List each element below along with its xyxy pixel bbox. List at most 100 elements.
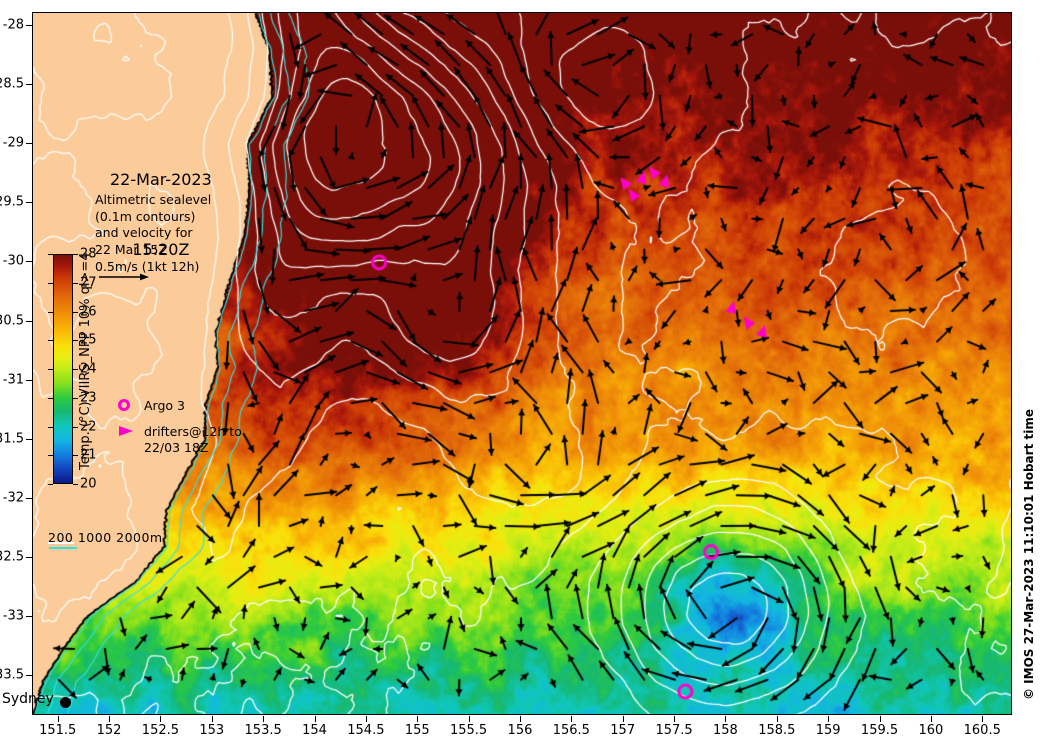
colorbar-tick-label: 24: [80, 361, 97, 377]
x-tick: [519, 716, 521, 722]
colorbar-tick-label: 21: [80, 447, 97, 463]
x-tick: [571, 716, 573, 722]
drifter-legend-label: drifters@12h to 22/03 18Z: [144, 424, 242, 455]
y-tick: [26, 616, 32, 618]
y-tick: [26, 84, 32, 86]
y-tick-label: -33.5: [0, 667, 24, 683]
colorbar-tick: [48, 254, 53, 255]
sydney-city-label: Sydney: [2, 691, 54, 707]
time-label: 15:20Z: [132, 239, 190, 259]
colorbar-tick-label: 28: [80, 246, 97, 262]
bathymetry-line-200-swatch: [49, 547, 77, 549]
x-tick: [211, 716, 213, 722]
x-tick-label: 153: [199, 723, 225, 738]
colorbar-tick-label: 20: [80, 476, 97, 492]
y-tick: [26, 320, 32, 322]
x-tick: [725, 716, 727, 722]
y-tick-label: -32: [2, 490, 24, 506]
velocity-scale-arrow-icon: [99, 273, 149, 281]
colorbar-tick: [73, 311, 78, 313]
colorbar-gradient: [54, 255, 72, 483]
x-tick-label: 152: [96, 723, 122, 738]
x-tick: [468, 716, 470, 722]
copyright-credit: © IMOS 27-Mar-2023 11:10:01 Hobart time: [1022, 409, 1036, 700]
x-tick-label: 159: [815, 723, 841, 738]
temperature-colorbar: [53, 254, 73, 484]
legend-row-drifters: drifters@12h to 22/03 18Z: [118, 424, 242, 456]
x-tick: [109, 716, 111, 722]
y-tick-label: -33: [2, 608, 24, 624]
x-tick: [982, 716, 984, 722]
y-tick-label: -28.5: [0, 76, 24, 92]
x-tick: [930, 716, 932, 722]
x-tick: [160, 716, 162, 722]
x-tick-label: 154.5: [347, 723, 385, 738]
date-time-stamp: 22-Mar-2023 15:20Z: [110, 122, 212, 308]
bathymetry-legend-label: 200 1000 2000m: [48, 530, 163, 545]
colorbar-tick: [48, 311, 53, 313]
x-tick-label: 152.5: [141, 723, 180, 738]
x-tick-label: 157.5: [655, 723, 693, 738]
x-tick: [314, 716, 316, 722]
x-tick-label: 153.5: [244, 723, 282, 738]
y-tick: [26, 675, 32, 677]
x-tick-label: 151.5: [39, 723, 77, 738]
colorbar-title: Temp. (°C) VIIRS_NPP 10% ql>=4: [78, 252, 93, 470]
x-tick-label: 154: [302, 723, 327, 738]
y-tick: [26, 143, 32, 145]
x-tick: [263, 716, 265, 722]
sydney-city-marker: [60, 697, 71, 708]
x-tick-label: 155.5: [449, 723, 488, 738]
y-tick: [26, 497, 32, 499]
x-tick: [828, 716, 830, 722]
y-tick: [26, 25, 32, 26]
y-tick: [26, 379, 32, 381]
legend-row-argo: Argo 3: [118, 398, 242, 414]
x-tick: [57, 716, 59, 722]
colorbar-tick: [73, 455, 78, 457]
colorbar-tick: [73, 397, 78, 399]
colorbar-tick: [48, 426, 53, 428]
colorbar-tick: [73, 484, 78, 485]
y-tick-label: -30.5: [0, 313, 24, 329]
colorbar-tick-label: 25: [80, 332, 97, 348]
x-tick-label: 159.5: [860, 723, 899, 738]
x-tick-label: 156: [507, 723, 533, 738]
colorbar-tick-label: 23: [80, 390, 97, 406]
x-tick-label: 160.5: [963, 723, 1001, 738]
colorbar-tick: [73, 254, 78, 255]
bathymetry-line-1000-swatch: [48, 542, 74, 544]
x-tick-label: 155: [404, 723, 430, 738]
y-tick-label: -29: [2, 135, 24, 151]
colorbar-tick-label: 27: [80, 275, 97, 291]
x-tick-label: 160: [918, 723, 944, 738]
x-tick-label: 157: [610, 723, 636, 738]
marker-legend: Argo 3 drifters@12h to 22/03 18Z: [118, 398, 242, 466]
y-tick: [26, 202, 32, 204]
y-tick-label: -32.5: [0, 549, 24, 565]
x-tick: [879, 716, 881, 722]
colorbar-tick-label: 26: [80, 304, 97, 319]
x-tick-label: 158: [713, 723, 738, 738]
colorbar-tick: [73, 369, 78, 370]
x-tick-label: 158.5: [758, 723, 796, 738]
y-tick: [26, 438, 32, 440]
y-tick-label: -31: [2, 372, 24, 388]
drifter-marker-icon: [118, 424, 144, 437]
altimetry-description: Altimetric sealevel (0.1m contours) and …: [95, 192, 212, 274]
y-tick-label: -31.5: [0, 431, 24, 447]
x-tick: [622, 716, 624, 722]
contour-and-velocity-layer: [33, 13, 1011, 714]
y-tick: [26, 556, 32, 558]
x-tick: [417, 716, 419, 722]
x-tick: [776, 716, 778, 722]
argo-marker-icon: [118, 398, 144, 411]
map-plot-area[interactable]: [32, 12, 1012, 715]
x-tick-label: 156.5: [552, 723, 590, 738]
colorbar-tick: [48, 484, 53, 485]
y-tick: [26, 261, 32, 263]
colorbar-tick: [73, 340, 78, 342]
date-label: 22-Mar-2023: [110, 170, 212, 190]
colorbar-tick: [48, 369, 53, 370]
